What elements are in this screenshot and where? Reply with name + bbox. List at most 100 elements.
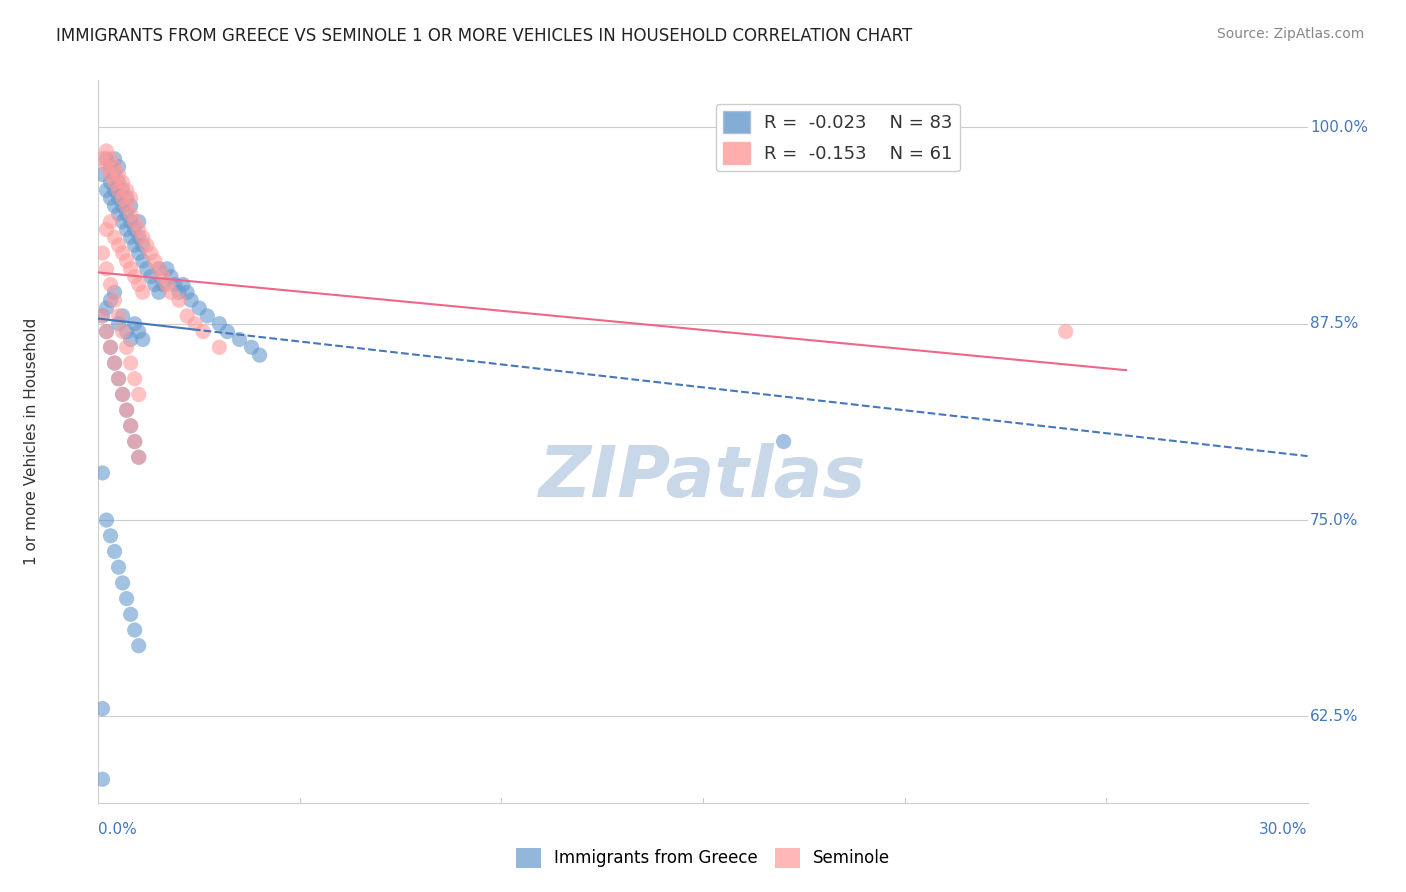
Point (124, 317, 146, 331)
Point (91, 772, 114, 787)
Point (139, 246, 162, 260)
Point (100, 340, 122, 354)
Point (208, 340, 231, 354)
Point (100, 340, 122, 354)
Text: 100.0%: 100.0% (1310, 120, 1368, 135)
Point (107, 309, 129, 323)
Point (176, 285, 198, 300)
Point (103, 285, 125, 300)
Point (111, 191, 134, 205)
Point (120, 199, 142, 213)
Point (103, 160, 125, 174)
Point (135, 238, 157, 252)
Point (124, 238, 146, 252)
Point (152, 277, 174, 292)
Point (124, 434, 146, 449)
Legend: Immigrants from Greece, Seminole: Immigrants from Greece, Seminole (509, 841, 897, 875)
Point (107, 175, 129, 189)
Point (115, 253, 138, 268)
Point (132, 285, 155, 300)
Point (103, 168, 125, 182)
Point (120, 356, 142, 370)
Point (111, 309, 134, 323)
Point (96, 222, 118, 236)
Point (115, 340, 138, 354)
Point (128, 230, 150, 244)
Point (188, 301, 211, 315)
Point (128, 450, 150, 465)
Point (124, 434, 146, 449)
Point (128, 325, 150, 339)
Point (128, 450, 150, 465)
Point (111, 175, 134, 189)
Point (91, 309, 114, 323)
Point (195, 309, 218, 323)
Point (148, 261, 170, 276)
Point (193, 325, 215, 339)
Point (103, 175, 125, 189)
Point (115, 403, 138, 417)
Point (107, 317, 129, 331)
Point (100, 191, 122, 205)
Point (103, 152, 125, 166)
Point (96, 325, 118, 339)
Point (132, 333, 155, 347)
Point (103, 199, 125, 213)
Text: IMMIGRANTS FROM GREECE VS SEMINOLE 1 OR MORE VEHICLES IN HOUSEHOLD CORRELATION C: IMMIGRANTS FROM GREECE VS SEMINOLE 1 OR … (56, 27, 912, 45)
Point (96, 144, 118, 158)
Point (111, 325, 134, 339)
Point (111, 246, 134, 260)
Point (115, 325, 138, 339)
Point (96, 301, 118, 315)
Point (100, 160, 122, 174)
Point (124, 269, 146, 284)
Point (103, 356, 125, 370)
Point (167, 293, 190, 308)
Point (91, 466, 114, 480)
Point (96, 325, 118, 339)
Point (96, 513, 118, 527)
Point (100, 214, 122, 228)
Text: 87.5%: 87.5% (1310, 317, 1358, 331)
Point (167, 285, 190, 300)
Point (96, 261, 118, 276)
Point (128, 639, 150, 653)
Point (772, 434, 794, 449)
Point (128, 387, 150, 401)
Point (96, 152, 118, 166)
Point (107, 168, 129, 182)
Point (120, 418, 142, 433)
Point (115, 403, 138, 417)
Text: 1 or more Vehicles in Household: 1 or more Vehicles in Household (24, 318, 39, 566)
Point (111, 387, 134, 401)
Point (96, 183, 118, 197)
Point (111, 214, 134, 228)
Point (100, 293, 122, 308)
Point (124, 214, 146, 228)
Point (128, 277, 150, 292)
Point (176, 309, 198, 323)
Point (111, 575, 134, 590)
Point (1054, 325, 1077, 339)
Point (91, 309, 114, 323)
Point (103, 293, 125, 308)
Point (100, 168, 122, 182)
Point (180, 293, 202, 308)
Point (115, 183, 138, 197)
Point (103, 544, 125, 558)
Point (107, 372, 129, 386)
Legend: R =  -0.023    N = 83, R =  -0.153    N = 61: R = -0.023 N = 83, R = -0.153 N = 61 (716, 103, 960, 171)
Point (156, 261, 179, 276)
Point (152, 269, 174, 284)
Point (120, 607, 142, 622)
Point (143, 253, 166, 268)
Text: 75.0%: 75.0% (1310, 513, 1358, 527)
Point (115, 191, 138, 205)
Point (100, 529, 122, 543)
Point (107, 207, 129, 221)
Point (107, 238, 129, 252)
Point (240, 340, 263, 354)
Point (120, 418, 142, 433)
Point (111, 387, 134, 401)
Point (91, 701, 114, 715)
